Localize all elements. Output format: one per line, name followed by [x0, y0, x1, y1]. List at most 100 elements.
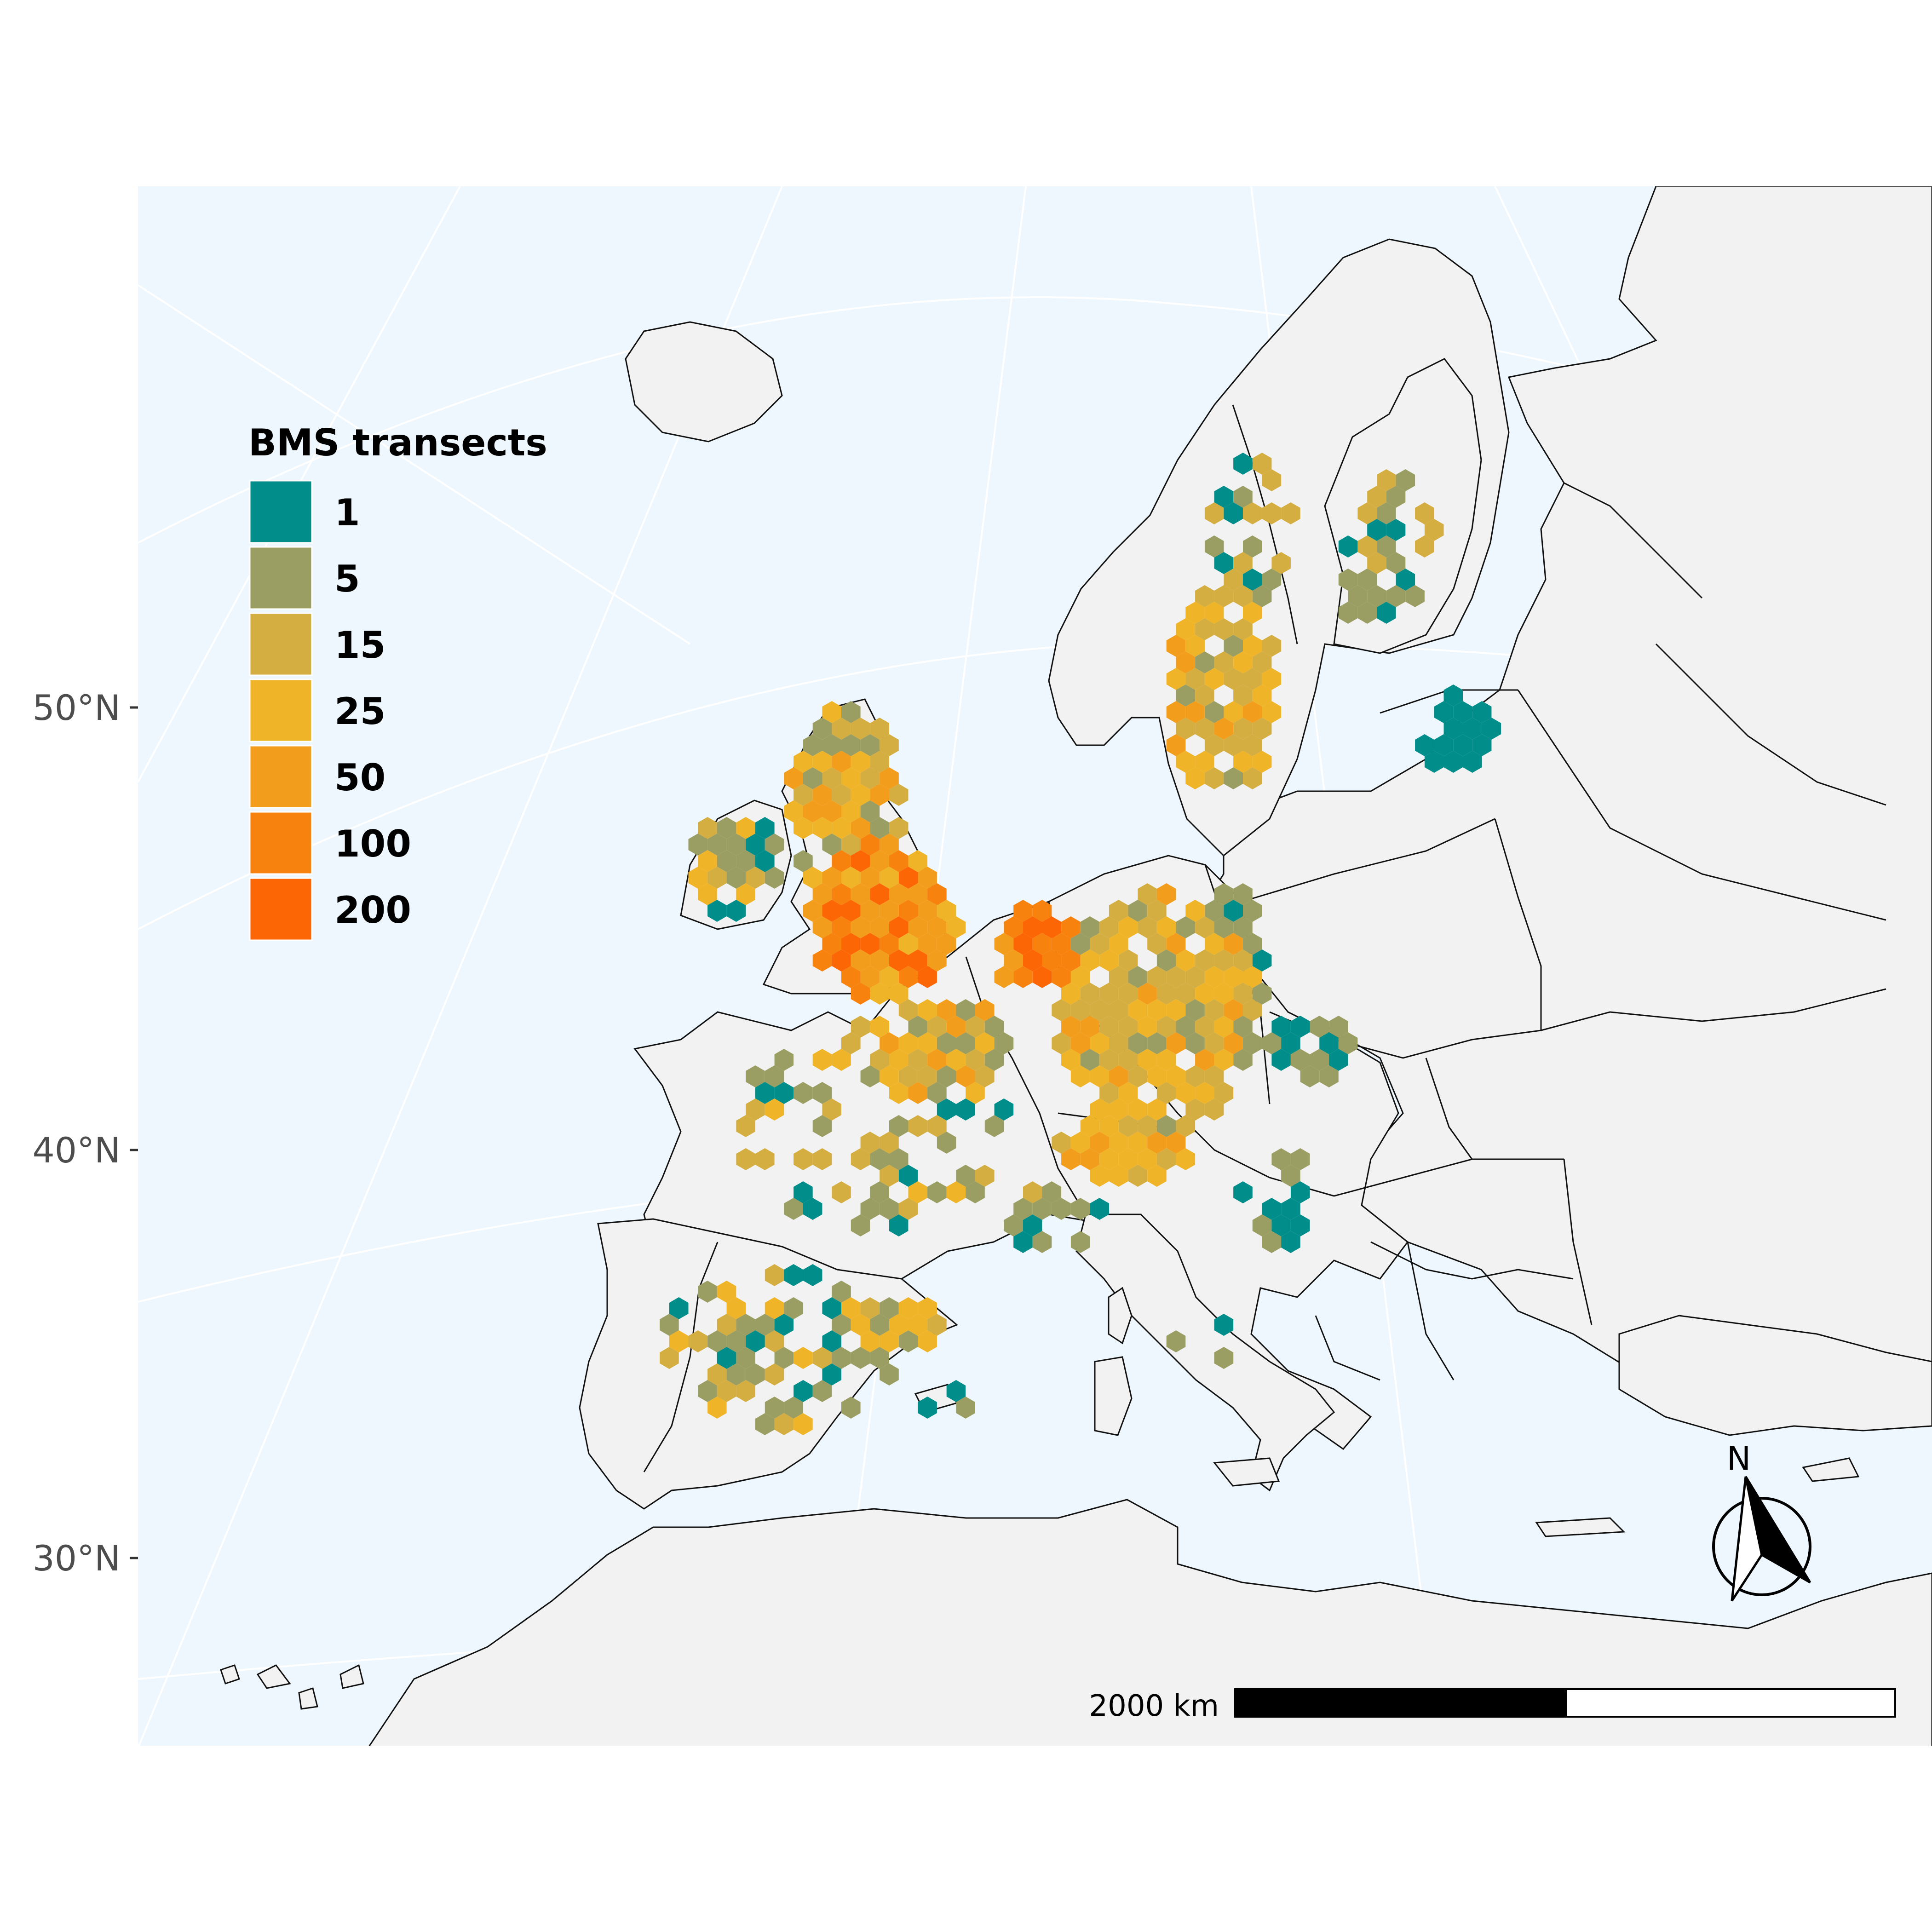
hexbin-cell	[898, 867, 918, 889]
hexbin-cell	[660, 1347, 679, 1369]
hexbin-cell	[1415, 535, 1434, 558]
hexbin-cell	[908, 850, 928, 872]
hexbin-cell	[860, 1297, 880, 1319]
hexbin-cell	[851, 817, 870, 839]
hexbin-cell	[1214, 552, 1234, 574]
hexbin-cell	[1128, 1132, 1148, 1154]
hexbin-cell	[870, 883, 889, 905]
legend-swatch-100	[249, 811, 313, 875]
hexbin-cell	[822, 1297, 841, 1319]
latitude-axis: 50°N 40°N 30°N	[32, 687, 138, 1579]
hexbin-cell	[860, 1330, 880, 1352]
hexbin-cell	[918, 1032, 937, 1054]
hexbin-cell	[726, 1363, 746, 1386]
hexbin-cell	[841, 800, 861, 822]
hexbin-cell	[1013, 900, 1033, 922]
hexbin-cell	[889, 1314, 908, 1336]
hexbin-cell	[860, 966, 880, 988]
hexbin-cell	[832, 718, 851, 740]
hexbin-cell	[841, 966, 861, 988]
hexbin-cell	[1128, 1098, 1148, 1121]
hexbin-cell	[1290, 1049, 1310, 1071]
hexbin-cell	[860, 1132, 880, 1154]
hexbin-cell	[1377, 602, 1396, 624]
hexbin-cell	[937, 1098, 956, 1121]
hexbin-cell	[794, 1181, 813, 1203]
hexbin-cell	[1214, 916, 1234, 938]
hexbin-cell	[1262, 569, 1282, 591]
hexbin-cell	[1453, 734, 1472, 756]
hexbin-cell	[1357, 502, 1377, 524]
scale-bar-white-segment	[1565, 1688, 1896, 1718]
hexbin-cell	[1252, 751, 1272, 773]
hexbin-cell	[1185, 966, 1205, 988]
hexbin-cell	[1138, 1049, 1157, 1071]
hexbin-cell	[832, 1314, 851, 1336]
hexbin-cell	[1233, 983, 1253, 1005]
hexbin-cell	[1099, 949, 1119, 972]
hexbin-cell	[707, 867, 727, 889]
hexbin-cell	[1118, 1016, 1138, 1038]
hexbin-cell	[1386, 519, 1406, 541]
legend-swatch-25	[249, 678, 313, 742]
hexbin-cell	[1243, 900, 1262, 922]
legend-swatch-5	[249, 546, 313, 610]
hexbin-cell	[870, 1181, 889, 1203]
hexbin-cell	[736, 817, 755, 839]
hexbin-cell	[1224, 966, 1243, 988]
hexbin-cell	[1156, 1049, 1176, 1071]
hexbin-cell	[880, 867, 899, 889]
hexbin-cell	[1224, 701, 1243, 723]
hexbin-cell	[1204, 999, 1224, 1021]
lat-label-50n: 50°N	[32, 687, 121, 728]
hexbin-cell	[956, 1032, 975, 1054]
hexbin-cell	[1013, 1198, 1033, 1220]
hexbin-cell	[1128, 1165, 1148, 1187]
legend-swatch-50	[249, 745, 313, 809]
hexbin-cell	[1032, 1231, 1052, 1253]
hexbin-cell	[812, 1380, 832, 1402]
hexbin-cell	[1138, 1148, 1157, 1170]
hexbin-cell	[841, 834, 861, 856]
legend-label-15: 15	[334, 624, 385, 667]
hexbin-cell	[1310, 1016, 1329, 1038]
hexbin-cell	[726, 1297, 746, 1319]
hexbin-cell	[746, 1363, 765, 1386]
hexbin-cell	[1109, 966, 1128, 988]
hexbin-cell	[822, 800, 841, 822]
hexbin-cell	[1061, 983, 1081, 1005]
hexbin-cell	[774, 1413, 794, 1435]
hexbin-cell	[1453, 701, 1472, 723]
hexbin-cell	[1214, 618, 1234, 640]
hexbin-cell	[1243, 1032, 1262, 1054]
hexbin-cell	[832, 751, 851, 773]
hexbin-cell	[1156, 983, 1176, 1005]
hexbin-cell	[994, 933, 1014, 955]
hexbin-cell	[1338, 535, 1358, 558]
hexbin-cell	[1128, 966, 1148, 988]
hexbin-cell	[1271, 1214, 1291, 1236]
hexbin-cell	[1195, 751, 1214, 773]
hexbin-cell	[707, 1363, 727, 1386]
hexbin-cell	[1052, 999, 1071, 1021]
hexbin-cell	[1176, 1016, 1196, 1038]
hexbin-cell	[746, 1098, 765, 1121]
hexbin-cell	[927, 1082, 947, 1104]
hexbin-cell	[717, 1347, 736, 1369]
hexbin-cell	[870, 817, 889, 839]
hexbin-cell	[736, 1314, 755, 1336]
hexbin-cell	[1204, 502, 1224, 524]
hexbin-cell	[1204, 1065, 1224, 1087]
hexbin-cell	[1443, 718, 1463, 740]
hexbin-cell	[717, 817, 736, 839]
hexbin-cell	[841, 767, 861, 789]
hexbin-cell	[851, 983, 870, 1005]
hexbin-cell	[1472, 734, 1492, 756]
hexbin-cell	[1224, 900, 1243, 922]
hexbin-cell	[946, 1380, 966, 1402]
hexbin-cell	[812, 949, 832, 972]
hexbin-cell	[1052, 1032, 1071, 1054]
hexbin-cell	[1367, 519, 1386, 541]
hexbin-cell	[1233, 552, 1253, 574]
hexbin-cell	[1176, 651, 1196, 673]
